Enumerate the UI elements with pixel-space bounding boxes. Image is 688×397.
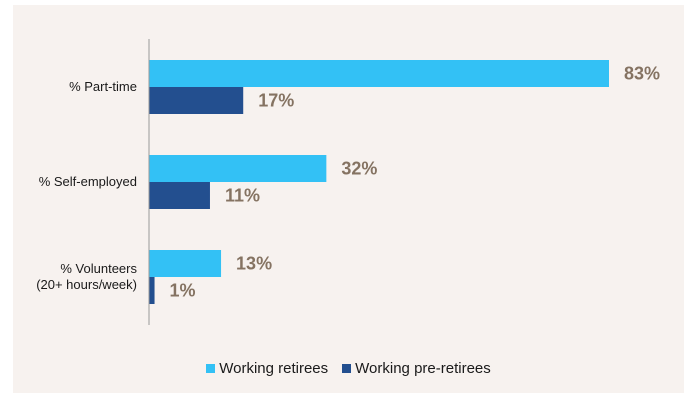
category-label-line: % Part-time: [69, 79, 137, 94]
bar-working-pre-retirees-self-employed: [149, 182, 210, 209]
category-label-self-employed: % Self-employed: [39, 174, 137, 189]
category-label-line: % Volunteers: [60, 261, 137, 276]
value-label-working-pre-retirees-volunteers: 1%: [170, 281, 196, 301]
category-label-line: % Self-employed: [39, 174, 137, 189]
legend-label-working-pre-retirees: Working pre-retirees: [355, 360, 491, 377]
value-label-working-retirees-part-time: 83%: [624, 64, 660, 84]
bar-working-retirees-self-employed: [149, 155, 327, 182]
chart-area: % Part-time 83% 17% % Self-employed 32% 11% % …: [13, 5, 684, 393]
legend-item-working-retirees: Working retirees: [206, 360, 328, 377]
category-label-line: (20+ hours/week): [36, 277, 137, 292]
legend-item-working-pre-retirees: Working pre-retirees: [342, 360, 491, 377]
bar-working-retirees-volunteers: [149, 250, 222, 277]
bar-chart: % Part-time 83% 17% % Self-employed 32% 11% % …: [36, 39, 660, 325]
bar-working-pre-retirees-volunteers: [149, 277, 155, 304]
category-label-part-time: % Part-time: [69, 79, 137, 94]
legend-swatch-working-retirees: [206, 364, 216, 373]
value-label-working-retirees-volunteers: 13%: [236, 254, 272, 274]
value-label-working-retirees-self-employed: 32%: [341, 159, 377, 179]
legend-label-working-retirees: Working retirees: [219, 360, 329, 377]
category-label-volunteers: % Volunteers (20+ hours/week): [36, 261, 137, 292]
legend-swatch-working-pre-retirees: [342, 364, 352, 373]
bar-working-retirees-part-time: [149, 60, 609, 87]
legend: Working retirees Working pre-retirees: [13, 360, 684, 377]
value-label-working-pre-retirees-self-employed: 11%: [225, 186, 260, 206]
bar-working-pre-retirees-part-time: [149, 87, 244, 114]
value-label-working-pre-retirees-part-time: 17%: [258, 91, 294, 111]
